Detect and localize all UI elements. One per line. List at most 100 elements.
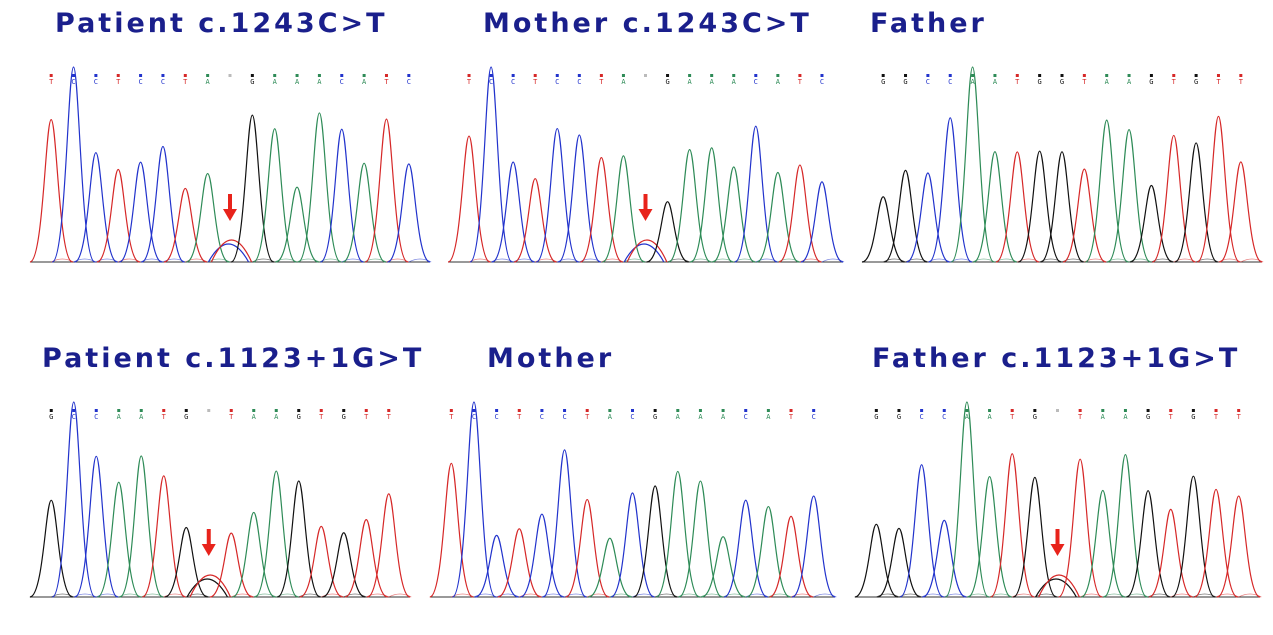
base-call-marker <box>881 74 885 77</box>
base-call-marker <box>49 409 53 412</box>
base-call-letter: T <box>183 78 188 86</box>
base-call-marker <box>273 74 277 77</box>
base-call-letter: T <box>1216 78 1221 86</box>
trace-peak <box>899 464 944 598</box>
base-call-marker <box>94 74 98 77</box>
base-call-marker <box>904 74 908 77</box>
base-call-letter: G <box>881 78 885 86</box>
trace-peak <box>1126 490 1170 598</box>
base-call-letter: T <box>1237 413 1242 421</box>
base-call-letter: T <box>1015 78 1020 86</box>
arrow-shaft <box>1055 529 1060 545</box>
trace-peak <box>447 135 491 263</box>
base-call-letter: A <box>117 413 122 421</box>
trace-peak <box>51 401 96 598</box>
base-call-marker <box>183 74 187 77</box>
trace-peak <box>995 151 1039 263</box>
base-call-marker <box>798 74 802 77</box>
panel-title: Father <box>870 8 987 39</box>
base-call-letter: G <box>250 78 254 86</box>
base-call-marker <box>495 409 499 412</box>
base-call-letter: A <box>317 78 322 86</box>
base-call-marker <box>1038 74 1042 77</box>
base-call-marker <box>207 409 211 412</box>
base-call-letter: A <box>139 413 144 421</box>
base-call-marker <box>139 74 143 77</box>
trace-noise <box>388 593 412 598</box>
trace-peak <box>1129 184 1173 263</box>
trace-noise <box>1012 593 1036 598</box>
trace-noise <box>319 258 342 263</box>
base-call-letter: T <box>162 413 167 421</box>
base-call-letter: C <box>812 413 816 421</box>
base-call-letter: C <box>472 413 476 421</box>
base-call-letter: C <box>820 78 824 86</box>
base-call-letter: C <box>138 78 142 86</box>
base-call-marker <box>1033 409 1037 412</box>
base-call-marker <box>585 409 589 412</box>
base-call-letter: A <box>676 413 681 421</box>
base-call-letter: T <box>585 413 590 421</box>
base-call-letter: G <box>1146 413 1150 421</box>
trace-peak <box>491 161 535 263</box>
trace-noise <box>408 258 432 263</box>
base-call-letter: T <box>319 413 324 421</box>
variant-peak <box>207 243 250 263</box>
trace-noise <box>755 258 779 263</box>
trace-noise <box>118 593 142 598</box>
trace-peak <box>854 523 899 598</box>
base-call-letter: C <box>94 78 98 86</box>
base-call-letter: G <box>184 413 188 421</box>
trace-peak <box>588 537 632 598</box>
trace-noise <box>722 593 746 598</box>
trace-peak <box>973 151 1017 263</box>
base-call-letter: G <box>874 413 878 421</box>
base-call-marker <box>820 74 824 77</box>
base-call-marker <box>295 74 299 77</box>
variant-peak <box>210 239 253 263</box>
base-call-marker <box>1078 409 1082 412</box>
base-call-letter: A <box>732 78 737 86</box>
base-call-marker <box>744 409 748 412</box>
trace-noise <box>496 593 520 598</box>
base-call-marker <box>229 409 233 412</box>
base-call-marker <box>364 409 368 412</box>
trace-peak <box>513 178 557 263</box>
base-call-letter: A <box>766 413 771 421</box>
base-call-letter: C <box>630 413 634 421</box>
base-call-marker <box>252 409 256 412</box>
base-call-marker <box>644 74 647 77</box>
trace-peak <box>51 66 96 263</box>
trace-noise <box>557 258 580 263</box>
base-call-letter: G <box>1191 413 1195 421</box>
trace-peak <box>884 169 928 263</box>
base-call-marker <box>540 409 544 412</box>
base-call-marker <box>1015 74 1019 77</box>
base-call-marker <box>139 409 143 412</box>
trace-noise <box>632 593 656 598</box>
base-call-letter: T <box>1082 78 1087 86</box>
trace-peak <box>791 495 836 598</box>
base-call-letter: T <box>533 78 538 86</box>
base-call-marker <box>467 74 471 77</box>
trace-noise <box>1039 258 1063 263</box>
trace-noise <box>927 258 951 263</box>
base-call-letter: G <box>665 78 669 86</box>
base-call-marker <box>710 74 714 77</box>
trace-noise <box>821 258 845 263</box>
trace-noise <box>609 593 633 598</box>
trace-noise <box>1128 258 1152 263</box>
base-call-letter: G <box>297 413 301 421</box>
trace-peak <box>163 187 207 263</box>
base-call-marker <box>874 409 878 412</box>
base-call-marker <box>1194 74 1198 77</box>
base-call-letter: A <box>965 413 970 421</box>
base-call-marker <box>362 74 366 77</box>
trace-peak <box>678 480 723 598</box>
base-call-marker <box>897 409 901 412</box>
base-call-letter: G <box>1033 413 1037 421</box>
trace-peak <box>1216 495 1261 598</box>
